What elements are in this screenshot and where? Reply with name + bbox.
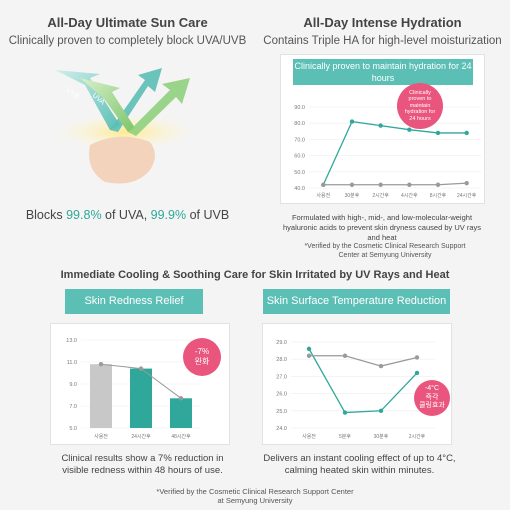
- temperature-chart-card: 29.0 28.0 27.0 26.0 25.0 24.0 사용전 5분후 30분후 2시간후 -…: [262, 323, 452, 445]
- shield-glow: [55, 114, 195, 150]
- sun-illustration: UVB UVA: [50, 60, 200, 205]
- hydration-xtick: 사용전: [316, 192, 330, 199]
- temperature-badge: -4°C 즉각 쿨링효과: [414, 380, 450, 416]
- hydration-xtick: 2시간후: [372, 192, 389, 199]
- hydration-series-0-point: [378, 123, 383, 128]
- hydration-ytick: 80.0: [294, 121, 305, 127]
- uvb-text: of UVB: [186, 208, 230, 222]
- redness-ytick: 9.0: [69, 382, 77, 388]
- redness-ytick: 13.0: [66, 338, 77, 344]
- redness-trend-point: [98, 362, 104, 367]
- temperature-series-1-point: [414, 355, 420, 360]
- redness-trend-point: [178, 396, 184, 401]
- temperature-ytick: 28.0: [276, 357, 287, 363]
- sun-subtitle: Clinically proven to completely block UV…: [8, 35, 247, 47]
- redness-bar: [170, 398, 192, 428]
- temperature-series-0-line: [308, 348, 418, 414]
- hydration-xtick: 4시간후: [401, 192, 418, 199]
- redness-xtick: 사용전: [94, 433, 108, 440]
- redness-badge-pct: -7%: [194, 347, 210, 357]
- hydration-series-0-line: [322, 120, 467, 186]
- temperature-series-1-point: [378, 363, 384, 369]
- redness-ytick: 11.0: [67, 360, 77, 366]
- hydration-series-1-point: [464, 180, 469, 186]
- temp-badge-ko1: 즉각: [425, 393, 439, 401]
- redness-box: Skin Redness Relief: [65, 289, 203, 314]
- hydration-series-1-line: [323, 182, 467, 186]
- hydration-ytick: 90.0: [294, 105, 305, 111]
- temperature-series-1-point: [306, 353, 312, 358]
- temperature-ytick: 26.0: [276, 392, 287, 398]
- temperature-xtick: 5분후: [339, 434, 351, 440]
- skin-shape: [89, 136, 155, 184]
- temperature-xtick: 2시간후: [409, 433, 426, 440]
- hydration-note: *Verified by the Cosmetic Clinical Resea…: [304, 243, 466, 259]
- hydration-series-0-point: [407, 127, 412, 132]
- hydration-badge: Clinically proven to maintain hydration …: [397, 83, 443, 129]
- redness-badge: -7% 완화: [183, 338, 221, 376]
- temperature-box: Skin Surface Temperature Reduction: [263, 289, 450, 314]
- uva-text: of UVA,: [101, 208, 151, 222]
- redness-xtick: 48시간후: [171, 433, 191, 440]
- redness-ytick: 7.0: [69, 404, 77, 410]
- uva-arrow-in: [80, 78, 135, 132]
- blocks-prefix: Blocks: [25, 208, 67, 222]
- hydration-ytick: 50.0: [294, 170, 305, 176]
- hydration-series-1-point: [435, 182, 441, 187]
- hydration-xtick: 24시간후: [457, 192, 477, 199]
- temperature-chart: 29.0 28.0 27.0 26.0 25.0 24.0 사용전 5분후 30분후 2시간후: [276, 340, 435, 440]
- hydration-box: Clinically proven to maintain hydration …: [293, 59, 473, 85]
- hydration-series-1-point: [407, 182, 412, 187]
- hydration-title: All-Day Intense Hydration: [303, 15, 462, 30]
- uvb-arrow-in: [55, 70, 120, 130]
- hydration-ytick: 60.0: [294, 154, 305, 160]
- uvb-percent: 99.9%: [150, 208, 187, 222]
- temperature-series-0-point: [414, 370, 420, 376]
- temp-badge-deg: -4°C: [424, 385, 440, 393]
- temperature-series-0-point: [378, 408, 384, 413]
- redness-trend-point: [138, 366, 144, 371]
- uva-arrow-out: [128, 78, 190, 136]
- redness-chart-card: 13.0 11.0 9.0 7.0 5.0 사용전 24시간후 48시간후 -7% 완화: [50, 323, 230, 445]
- hydration-series-0-point: [435, 130, 441, 136]
- hydration-chart-card: Clinically proven to maintain hydration …: [280, 54, 485, 204]
- hydration-xtick: 30분후: [345, 193, 360, 199]
- temperature-ytick: 24.0: [276, 426, 287, 432]
- redness-xtick: 24시간후: [131, 433, 151, 440]
- cooling-title: Immediate Cooling & Soothing Care for Sk…: [60, 269, 450, 281]
- redness-chart: 13.0 11.0 9.0 7.0 5.0 사용전 24시간후 48시간후: [66, 338, 201, 440]
- temperature-series-1-line: [309, 355, 418, 367]
- hydration-ytick: 70.0: [294, 137, 305, 143]
- cooling-note: *Verified by the Cosmetic Clinical Resea…: [156, 487, 354, 506]
- temperature-xtick: 사용전: [302, 433, 316, 440]
- temperature-xtick: 30분후: [374, 434, 389, 440]
- uvb-label: UVB: [65, 86, 81, 101]
- redness-ytick: 5.0: [69, 426, 77, 432]
- hydration-body: Formulated with high-, mid-, and low-mol…: [282, 213, 481, 242]
- temperature-series-0-point: [306, 346, 312, 352]
- temperature-body: Delivers an instant cooling effect of up…: [263, 453, 456, 477]
- sun-blocks-text: Blocks 99.8% of UVA, 99.9% of UVB: [0, 208, 255, 222]
- hydration-series-1-point: [378, 182, 383, 187]
- temperature-ytick: 29.0: [276, 340, 287, 346]
- hydration-series-1-point: [349, 182, 355, 187]
- hydration-series-0-point: [349, 119, 355, 124]
- temperature-ytick: 27.0: [276, 374, 287, 380]
- redness-bar: [90, 364, 112, 428]
- redness-body: Clinical results show a 7% reduction in …: [61, 453, 224, 477]
- uva-percent: 99.8%: [66, 208, 102, 222]
- temperature-series-0-point: [342, 410, 348, 415]
- temp-badge-ko2: 쿨링효과: [419, 402, 445, 410]
- hydration-subtitle: Contains Triple HA for high-level moistu…: [263, 35, 502, 47]
- hydration-xtick: 8시간후: [430, 192, 447, 199]
- hydration-chart: 90.0 80.0 70.0 60.0 50.0 40.0 사용전 30분후 2시간후 4시간후 8…: [294, 105, 481, 199]
- sun-title: All-Day Ultimate Sun Care: [47, 15, 208, 30]
- hydration-series-0-point: [464, 130, 469, 136]
- redness-badge-ko: 완화: [194, 357, 210, 366]
- temperature-ytick: 25.0: [276, 409, 287, 415]
- redness-bar: [130, 368, 152, 428]
- temperature-series-1-point: [342, 353, 348, 358]
- hydration-ytick: 40.0: [294, 186, 305, 192]
- hydration-series-1-point: [321, 182, 326, 187]
